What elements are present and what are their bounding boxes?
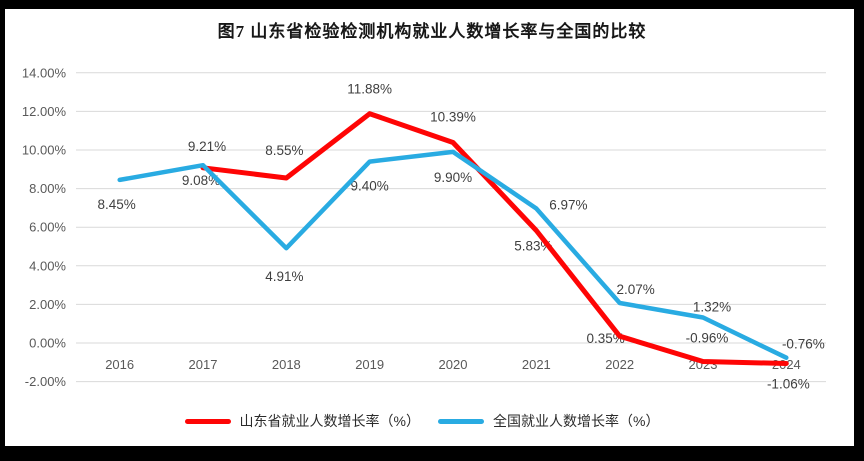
x-axis-label: 2018 — [272, 357, 301, 372]
y-axis-tick-label: 8.00% — [29, 181, 66, 196]
data-label: 6.97% — [549, 197, 587, 212]
legend-line-swatch-red — [184, 418, 231, 424]
legend-line-swatch-blue — [438, 418, 484, 424]
data-label: 10.39% — [430, 109, 476, 124]
data-label: 8.55% — [265, 143, 303, 158]
legend-item-shandong: 山东省就业人数增长率（%） — [184, 411, 420, 431]
data-label: 9.08% — [182, 173, 220, 188]
data-label: 9.90% — [434, 170, 472, 185]
legend-item-national: 全国就业人数增长率（%） — [438, 411, 659, 431]
x-axis-label: 2019 — [355, 357, 384, 372]
x-axis-label: 2022 — [605, 357, 634, 372]
data-label: 1.32% — [693, 300, 731, 315]
y-axis-tick-label: -2.00% — [25, 374, 67, 389]
y-axis-tick-label: 2.00% — [29, 297, 66, 312]
y-axis-tick-label: 4.00% — [29, 258, 66, 273]
y-axis-tick-label: 12.00% — [22, 104, 67, 119]
series-line-1 — [117, 149, 789, 360]
data-label: 8.45% — [98, 197, 136, 212]
data-label: 2.07% — [617, 282, 655, 297]
x-axis-label: 2017 — [189, 357, 218, 372]
series-line-0 — [200, 111, 789, 366]
data-label: 9.40% — [351, 179, 389, 194]
y-axis-tick-label: 10.00% — [22, 143, 67, 158]
y-axis-tick-label: 0.00% — [29, 336, 66, 351]
chart-legend: 山东省就业人数增长率（%） 全国就业人数增长率（%） — [0, 406, 844, 436]
y-axis-tick-label: 14.00% — [22, 65, 67, 80]
y-axis-tick-label: 6.00% — [29, 220, 66, 235]
data-label: 4.91% — [265, 269, 303, 284]
data-label: -0.76% — [782, 337, 825, 352]
x-axis-label: 2021 — [522, 357, 551, 372]
chart-title: 图7 山东省检验检测机构就业人数增长率与全国的比较 — [217, 22, 647, 41]
data-label: 11.88% — [347, 82, 392, 97]
data-label: 9.21% — [188, 139, 226, 154]
legend-label-shandong: 山东省就业人数增长率（%） — [239, 413, 420, 429]
data-label: -1.06% — [767, 376, 810, 391]
x-axis-label: 2016 — [105, 357, 134, 372]
legend-label-national: 全国就业人数增长率（%） — [493, 413, 660, 429]
x-axis-label: 2020 — [439, 357, 468, 372]
data-label: -0.96% — [686, 331, 729, 346]
data-label: 0.35% — [587, 331, 625, 346]
